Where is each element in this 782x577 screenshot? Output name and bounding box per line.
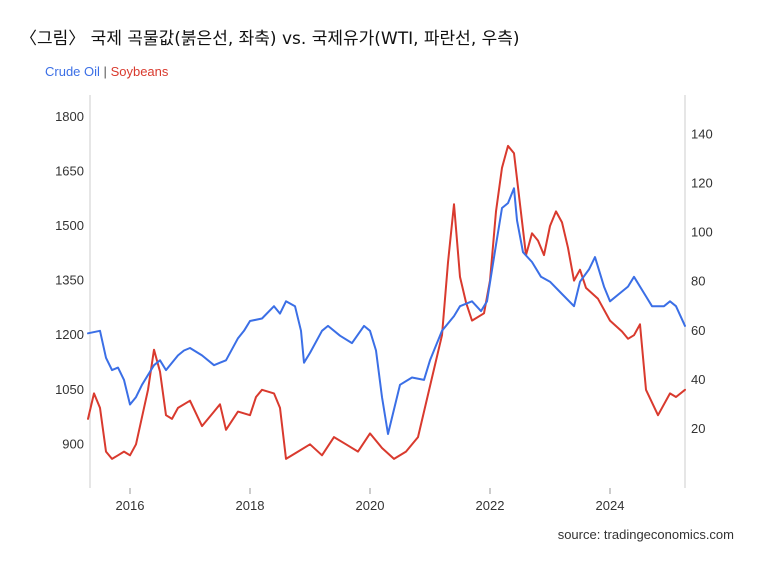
right-axis-tick-label: 60 (691, 323, 705, 338)
right-axis-tick-label: 40 (691, 372, 705, 387)
left-axis-tick-label: 1050 (55, 382, 84, 397)
left-axis-tick-label: 1500 (55, 218, 84, 233)
series-layer (87, 144, 686, 460)
left-axis-tick-label: 900 (62, 436, 84, 451)
legend-separator: | (103, 64, 107, 79)
right-axis-tick-label: 140 (691, 126, 713, 141)
left-axis-tick-label: 1800 (55, 109, 84, 124)
x-axis-tick-label: 2022 (476, 498, 505, 513)
left-axis-tick-label: 1200 (55, 327, 84, 342)
right-axis-tick-label: 100 (691, 225, 713, 240)
figure-title: 〈그림〉 국제 곡물값(붉은선, 좌축) vs. 국제유가(WTI, 파란선, … (20, 29, 520, 49)
axes-layer: 900 1050 1200 1350 1500 1650 1800 20 40 60 80 100 12… (55, 95, 713, 513)
chart-legend: Crude Oil | Soybeans (45, 64, 168, 79)
x-axis-tick-label: 2016 (116, 498, 145, 513)
source-note: source: tradingeconomics.com (557, 527, 734, 542)
right-axis-tick-label: 120 (691, 175, 713, 190)
x-axis-tick-label: 2018 (236, 498, 265, 513)
x-axis-tick-label: 2024 (596, 498, 625, 513)
series-line-soybeans (87, 144, 686, 460)
left-axis-tick-label: 1350 (55, 273, 84, 288)
right-axis-tick-label: 20 (691, 421, 705, 436)
right-axis-tick-label: 80 (691, 274, 705, 289)
series-line-crude-oil (87, 187, 686, 435)
x-axis-tick-label: 2020 (356, 498, 385, 513)
legend-soybeans[interactable]: Soybeans (110, 64, 169, 79)
left-axis-tick-label: 1650 (55, 163, 84, 178)
legend-crude-oil[interactable]: Crude Oil (45, 64, 100, 79)
